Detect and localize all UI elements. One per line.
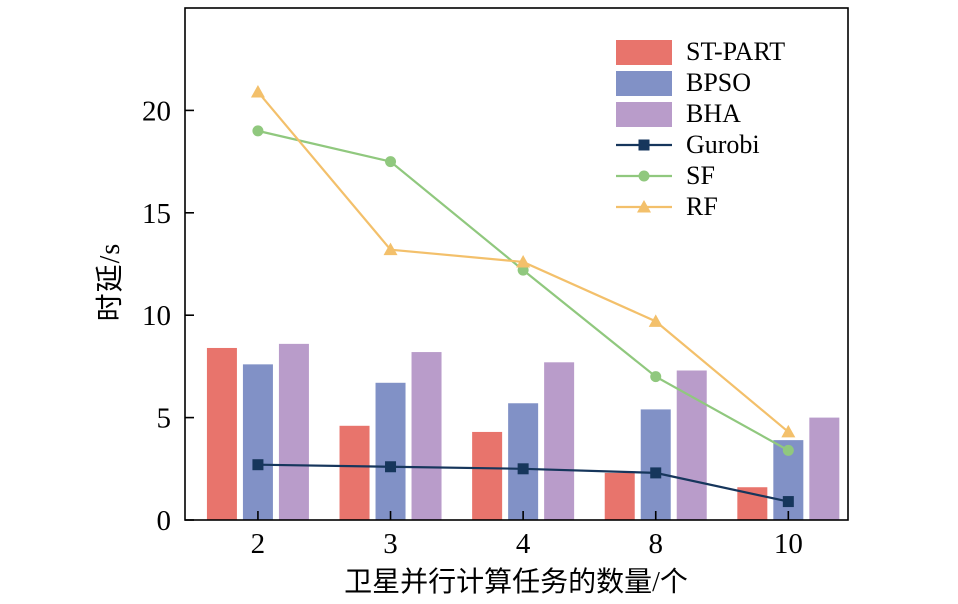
legend-line-sample: [616, 170, 672, 182]
legend-line-sample: [616, 200, 672, 213]
bar-bha-x8: [676, 370, 707, 520]
legend-label: BPSO: [686, 68, 752, 97]
legend-swatch: [616, 101, 672, 127]
bar-bha-x10: [809, 417, 840, 520]
bar-bha-x3: [411, 352, 442, 520]
x-tick-label: 8: [648, 528, 663, 560]
legend: ST-PART BPSO BHA Gurobi SF RF: [616, 38, 785, 221]
legend-item-bpso: BPSO: [616, 69, 785, 97]
bar-st-part-x2: [206, 347, 237, 520]
bar-st-part-x8: [604, 472, 635, 520]
legend-item-rf: RF: [616, 193, 785, 221]
circle-marker-icon: [252, 125, 264, 137]
y-tick-label: 15: [142, 198, 171, 230]
triangle-marker-icon: [250, 84, 265, 98]
x-axis-label: 卫星并行计算任务的数量/个: [344, 567, 688, 598]
circle-marker-icon: [650, 371, 662, 383]
triangle-marker-icon: [648, 314, 663, 327]
bar-bpso-x8: [640, 409, 671, 520]
legend-label: SF: [686, 161, 715, 190]
square-marker-icon: [782, 496, 794, 508]
x-tick-label: 4: [516, 528, 531, 560]
plot-frame: [184, 7, 849, 521]
square-marker-icon: [252, 459, 264, 471]
legend-item-bha: BHA: [616, 100, 785, 128]
bar-bpso-x3: [375, 382, 406, 520]
legend-item-st-part: ST-PART: [616, 38, 785, 66]
y-tick-label: 0: [157, 505, 172, 537]
x-tick-label: 3: [383, 528, 398, 560]
bar-bpso-x2: [242, 364, 273, 520]
square-marker-icon: [650, 467, 662, 479]
legend-label: RF: [686, 192, 718, 221]
circle-marker-icon: [782, 444, 794, 456]
legend-item-gurobi: Gurobi: [616, 131, 785, 159]
legend-label: BHA: [686, 99, 741, 128]
y-tick-label: 5: [157, 403, 172, 435]
bar-st-part-x3: [339, 425, 370, 520]
legend-item-sf: SF: [616, 162, 785, 190]
triangle-marker-icon: [383, 242, 398, 256]
legend-line-sample: [616, 139, 672, 151]
x-tick-label: 2: [251, 528, 266, 560]
legend-label: Gurobi: [686, 130, 760, 159]
bar-bha-x4: [544, 362, 575, 520]
triangle-marker-icon: [637, 200, 651, 213]
y-tick-label: 10: [142, 300, 171, 332]
legend-swatch: [616, 39, 672, 65]
square-marker-icon: [638, 139, 650, 151]
x-tick-label: 10: [774, 528, 803, 560]
circle-marker-icon: [638, 170, 650, 182]
triangle-marker-icon: [781, 424, 796, 438]
bar-bpso-x4: [508, 403, 539, 520]
triangle-marker-icon: [516, 254, 531, 268]
y-tick-label: 20: [142, 95, 171, 127]
legend-label: ST-PART: [686, 37, 786, 66]
square-marker-icon: [517, 463, 529, 475]
bar-st-part-x4: [472, 431, 503, 520]
y-axis-label: 时延/s: [95, 242, 126, 322]
bar-bha-x2: [278, 343, 309, 520]
circle-marker-icon: [385, 156, 397, 168]
legend-swatch: [616, 70, 672, 96]
square-marker-icon: [385, 461, 397, 473]
